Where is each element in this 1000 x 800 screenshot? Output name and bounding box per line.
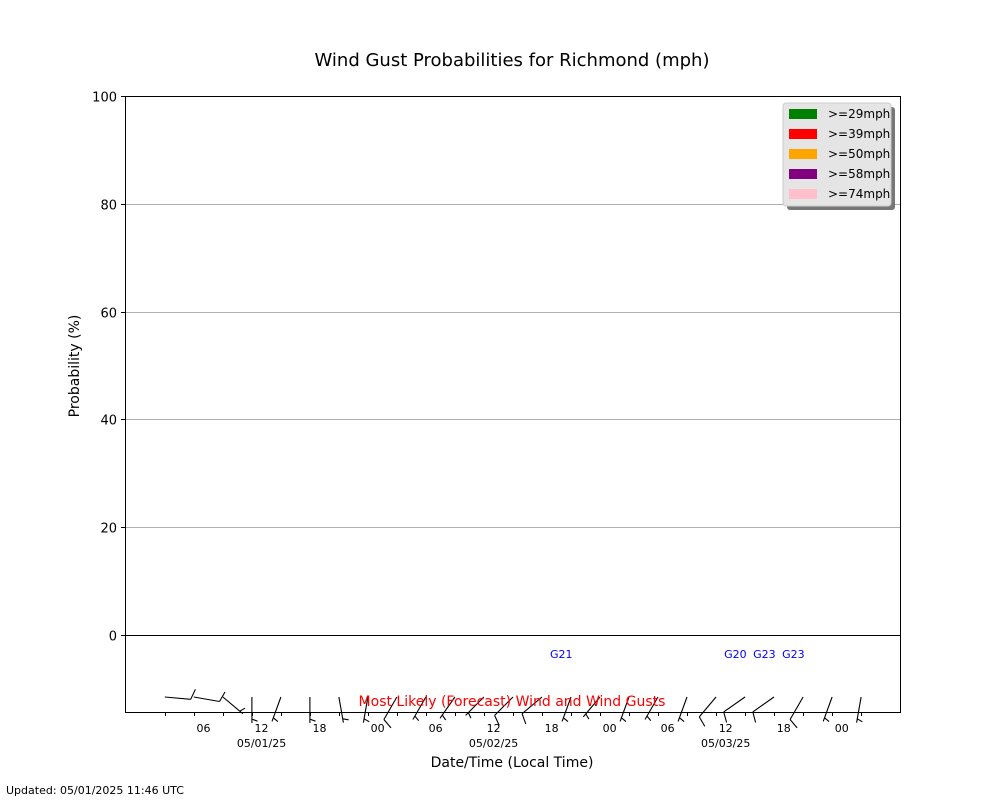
y-tick-label: 20	[100, 522, 117, 537]
y-tick-label: 60	[100, 307, 117, 322]
x-tick-label: 18	[313, 722, 327, 735]
wind-barb	[309, 697, 316, 723]
x-tick-label: 12	[719, 722, 733, 735]
x-axis-ticks: 06 12 05/01/25 18 00 06 12 05/02/25 18 00 06 12 05/0…	[165, 712, 862, 750]
chart-title: Wind Gust Probabilities for Richmond (mp…	[315, 50, 710, 71]
gust-label: G23	[753, 648, 776, 661]
x-tick-label: 18	[777, 722, 791, 735]
grid-lines	[125, 204, 900, 528]
wind-barb	[856, 696, 863, 723]
gust-label: G20	[724, 648, 747, 661]
y-tick-label: 100	[92, 91, 117, 106]
gust-label: G23	[782, 648, 805, 661]
x-tick-label: 06	[661, 722, 675, 735]
wind-barb	[439, 696, 456, 721]
x-tick-label: 12	[487, 722, 501, 735]
x-tick-label: 12	[255, 722, 269, 735]
wind-barb	[362, 696, 370, 723]
legend-swatch	[789, 189, 817, 199]
legend-swatch	[789, 109, 817, 119]
x-date-label: 05/02/25	[469, 737, 518, 750]
x-date-label: 05/03/25	[701, 737, 750, 750]
legend: >=29mph >=39mph >=50mph >=58mph >=74mph	[782, 102, 895, 210]
legend-box	[782, 102, 892, 207]
forecast-note: Most Likely (Forecast) Wind and Wind Gus…	[359, 694, 666, 710]
wind-barb	[619, 696, 630, 723]
wind-barb	[412, 696, 427, 722]
wind-barbs	[164, 689, 863, 729]
wind-barb	[465, 696, 485, 719]
wind-barb	[338, 696, 349, 723]
legend-label: >=39mph	[828, 127, 890, 141]
wind-barb	[822, 696, 833, 723]
y-tick-label: 0	[109, 630, 117, 645]
wind-barb	[271, 696, 282, 723]
x-tick-label: 00	[371, 722, 385, 735]
legend-label: >=58mph	[828, 167, 890, 181]
wind-barb	[193, 691, 226, 703]
legend-label: >=50mph	[828, 147, 890, 161]
wind-barb	[164, 689, 196, 700]
y-axis-ticks: 0 20 40 60 80 100	[92, 91, 125, 645]
gust-label: G21	[550, 648, 573, 661]
wind-barb	[494, 696, 514, 726]
wind-barb	[383, 696, 398, 729]
x-tick-label: 06	[429, 722, 443, 735]
wind-barb	[561, 696, 572, 723]
gust-labels: G21 G20 G23 G23	[550, 648, 805, 661]
wind-barb	[723, 696, 746, 723]
x-tick-label: 18	[545, 722, 559, 735]
wind-barb	[644, 696, 659, 722]
x-date-label: 05/01/25	[237, 737, 286, 750]
wind-barb	[752, 696, 775, 723]
x-tick-label: 00	[603, 722, 617, 735]
wind-barb	[698, 696, 717, 727]
wind-barb	[251, 697, 258, 723]
y-axis-label: Probability (%)	[67, 315, 83, 418]
wind-barb	[677, 696, 688, 723]
x-tick-label: 06	[197, 722, 211, 735]
wind-barb	[521, 696, 543, 725]
y-tick-label: 40	[100, 414, 117, 429]
y-tick-label: 80	[100, 199, 117, 214]
x-axis-label: Date/Time (Local Time)	[431, 755, 594, 771]
wind-barb	[222, 696, 246, 715]
x-tick-label: 00	[835, 722, 849, 735]
legend-swatch	[789, 149, 817, 159]
legend-label: >=74mph	[828, 187, 890, 201]
legend-swatch	[789, 169, 817, 179]
legend-label: >=29mph	[828, 107, 890, 121]
updated-timestamp: Updated: 05/01/2025 11:46 UTC	[6, 784, 184, 797]
legend-swatch	[789, 129, 817, 139]
wind-barb	[789, 696, 804, 729]
wind-barb	[582, 696, 601, 720]
